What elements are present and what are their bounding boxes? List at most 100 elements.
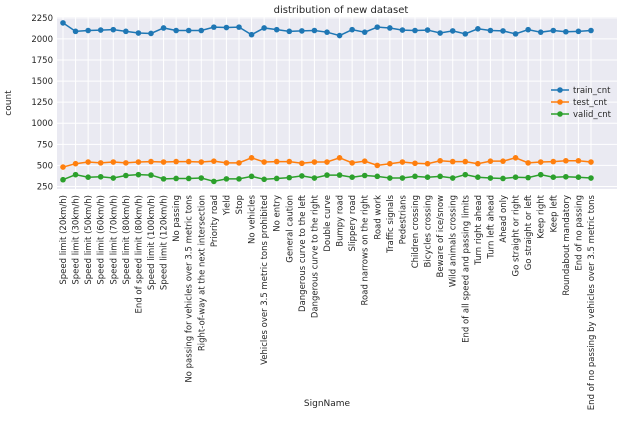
- y-tick-label: 1750: [31, 56, 53, 66]
- x-tick-label: Bicycles crossing: [424, 195, 434, 267]
- data-point-valid-cnt: [185, 175, 192, 182]
- y-tick-label: 2000: [31, 35, 53, 45]
- x-tick-label: Speed limit (50km/h): [84, 195, 94, 285]
- data-point-test-cnt: [236, 160, 242, 166]
- x-tick-label: Roundabout mandatory: [562, 195, 572, 296]
- x-tick-label: Dangerous curve to the right: [310, 194, 320, 318]
- y-tick-label: 750: [37, 140, 53, 150]
- x-tick-label: Turn right ahead: [474, 195, 484, 266]
- legend-label-train-cnt: train_cnt: [573, 86, 611, 96]
- data-point-valid-cnt: [324, 172, 330, 178]
- data-point-test-cnt: [525, 160, 531, 166]
- data-point-train-cnt: [475, 26, 481, 32]
- legend-marker-test-cnt: [557, 99, 563, 105]
- data-point-valid-cnt: [248, 173, 255, 180]
- data-point-valid-cnt: [72, 171, 79, 178]
- data-point-valid-cnt: [223, 176, 230, 182]
- data-point-test-cnt: [563, 157, 569, 164]
- data-point-test-cnt: [487, 158, 494, 164]
- x-tick-label: End of all speed and passing limits: [461, 194, 471, 342]
- data-point-valid-cnt: [123, 172, 129, 179]
- data-point-valid-cnt: [273, 175, 280, 182]
- data-point-train-cnt: [500, 28, 506, 34]
- x-tick-label: Speed limit (80km/h): [122, 195, 132, 285]
- data-point-valid-cnt: [173, 175, 179, 182]
- data-point-train-cnt: [588, 27, 594, 34]
- data-point-test-cnt: [374, 162, 381, 169]
- data-point-train-cnt: [223, 24, 230, 31]
- data-point-test-cnt: [135, 159, 142, 165]
- data-point-test-cnt: [85, 159, 91, 165]
- data-point-test-cnt: [537, 159, 544, 165]
- data-point-train-cnt: [85, 27, 91, 34]
- data-point-train-cnt: [563, 28, 569, 35]
- data-point-valid-cnt: [424, 174, 431, 180]
- x-tick-label: Priority road: [210, 195, 220, 247]
- data-point-test-cnt: [72, 160, 79, 167]
- data-point-train-cnt: [198, 27, 205, 34]
- x-tick-label: Wild animals crossing: [449, 195, 459, 287]
- data-point-valid-cnt: [110, 175, 117, 181]
- data-point-train-cnt: [248, 31, 255, 38]
- data-point-valid-cnt: [399, 175, 406, 181]
- data-point-train-cnt: [110, 26, 117, 33]
- x-tick-label: Speed limit (60km/h): [97, 195, 107, 285]
- x-tick-label: Speed limit (30km/h): [72, 195, 82, 285]
- data-point-train-cnt: [60, 20, 66, 26]
- x-tick-label: Go straight or left: [524, 194, 534, 270]
- y-tick-label: 1500: [31, 77, 53, 87]
- data-point-train-cnt: [211, 24, 217, 30]
- data-point-test-cnt: [311, 159, 318, 165]
- data-point-train-cnt: [437, 30, 443, 36]
- x-tick-label: Traffic signals: [386, 194, 396, 253]
- data-point-valid-cnt: [60, 176, 66, 183]
- data-point-train-cnt: [487, 27, 494, 34]
- data-point-valid-cnt: [525, 174, 531, 181]
- data-point-train-cnt: [374, 24, 381, 30]
- data-point-test-cnt: [286, 158, 293, 165]
- x-tick-label: Right-of-way at the next intersection: [197, 195, 207, 351]
- data-point-test-cnt: [387, 160, 393, 167]
- x-axis-label: SignName: [304, 399, 351, 409]
- data-point-test-cnt: [261, 159, 267, 165]
- data-point-test-cnt: [399, 159, 406, 165]
- legend-marker-train-cnt: [557, 87, 563, 93]
- y-tick-label: 1000: [31, 119, 53, 129]
- data-point-train-cnt: [537, 29, 544, 35]
- data-point-train-cnt: [349, 26, 355, 33]
- data-point-train-cnt: [361, 29, 368, 35]
- y-tick-label: 250: [37, 182, 53, 192]
- x-tick-label: Bumpy road: [336, 195, 346, 247]
- x-tick-label: Turn left ahead: [486, 195, 496, 260]
- data-point-test-cnt: [424, 160, 431, 167]
- data-point-train-cnt: [387, 25, 393, 31]
- x-tick-label: No entry: [273, 195, 283, 232]
- chart-title: distribution of new dataset: [274, 5, 409, 16]
- data-point-valid-cnt: [588, 175, 594, 181]
- data-point-valid-cnt: [160, 176, 167, 182]
- x-tick-label: Stop: [235, 195, 245, 214]
- data-point-test-cnt: [575, 157, 582, 164]
- data-point-train-cnt: [236, 24, 242, 30]
- x-tick-label: Vehicles over 3.5 metric tons prohibited: [260, 195, 270, 365]
- data-point-train-cnt: [449, 28, 456, 34]
- data-point-test-cnt: [361, 158, 368, 164]
- x-tick-label: Children crossing: [411, 195, 421, 268]
- data-point-valid-cnt: [361, 172, 368, 179]
- data-point-valid-cnt: [475, 174, 481, 180]
- data-point-train-cnt: [123, 28, 129, 35]
- x-tick-label: End of no passing: [574, 195, 584, 271]
- data-point-train-cnt: [525, 26, 531, 33]
- x-tick-label: Speed limit (120km/h): [160, 195, 170, 290]
- data-point-valid-cnt: [512, 174, 519, 180]
- data-point-test-cnt: [273, 158, 280, 165]
- data-point-train-cnt: [399, 27, 406, 33]
- x-tick-label: Keep right: [537, 194, 547, 238]
- data-point-valid-cnt: [135, 171, 142, 178]
- data-point-valid-cnt: [336, 172, 343, 178]
- x-tick-label: Beware of ice/snow: [436, 195, 446, 277]
- data-point-train-cnt: [311, 27, 318, 34]
- y-tick-label: 1250: [31, 98, 53, 108]
- data-point-valid-cnt: [437, 173, 443, 180]
- y-tick-label: 500: [37, 161, 53, 171]
